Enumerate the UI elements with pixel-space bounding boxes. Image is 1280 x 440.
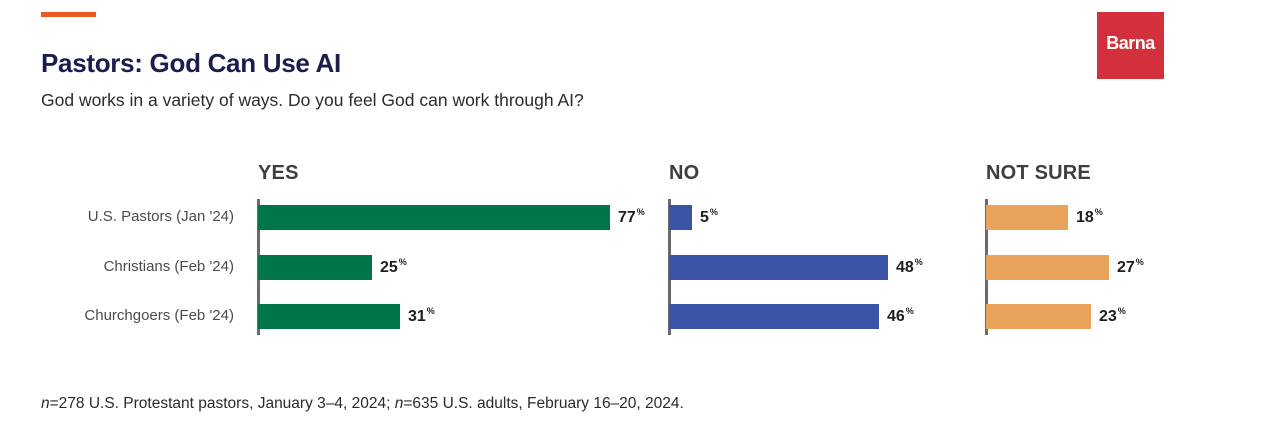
bar-yes-u-s-pastors-jan-24 bbox=[258, 205, 610, 230]
data-label-yes-u-s-pastors-jan-24: 77% bbox=[618, 207, 645, 226]
bar-no-u-s-pastors-jan-24 bbox=[669, 205, 692, 230]
bar-no-churchgoers-feb-24 bbox=[669, 304, 879, 329]
bar-yes-churchgoers-feb-24 bbox=[258, 304, 400, 329]
percent-sign: % bbox=[905, 306, 914, 316]
percent-sign: % bbox=[1117, 306, 1126, 316]
data-label-yes-churchgoers-feb-24: 31% bbox=[408, 306, 435, 325]
percent-sign: % bbox=[398, 257, 407, 267]
percent-sign: % bbox=[426, 306, 435, 316]
data-label-no-churchgoers-feb-24: 46% bbox=[887, 306, 914, 325]
bar-not-sure-christians-feb-24 bbox=[986, 255, 1109, 280]
data-label-not-sure-christians-feb-24: 27% bbox=[1117, 257, 1144, 276]
percent-sign: % bbox=[914, 257, 923, 267]
panel-title-no: NO bbox=[669, 162, 700, 184]
bar-not-sure-u-s-pastors-jan-24 bbox=[986, 205, 1068, 230]
footnote-adults-sample: =635 U.S. adults, February 16–20, 2024. bbox=[403, 395, 684, 412]
footnote-n-symbol: n bbox=[394, 395, 404, 412]
panel-title-yes: YES bbox=[258, 162, 299, 184]
bar-no-christians-feb-24 bbox=[669, 255, 888, 280]
footnote-n-symbol: n bbox=[41, 395, 50, 412]
data-label-yes-christians-feb-24: 25% bbox=[380, 257, 407, 276]
chart-title: Pastors: God Can Use AI bbox=[41, 48, 341, 78]
footnote-pastors-sample: =278 U.S. Protestant pastors, January 3–… bbox=[49, 395, 395, 412]
bar-not-sure-churchgoers-feb-24 bbox=[986, 304, 1091, 329]
percent-sign: % bbox=[709, 207, 718, 217]
percent-sign: % bbox=[1094, 207, 1103, 217]
category-label-u-s-pastors-jan-24: U.S. Pastors (Jan '24) bbox=[87, 208, 234, 225]
data-label-not-sure-u-s-pastors-jan-24: 18% bbox=[1076, 207, 1103, 226]
data-label-no-christians-feb-24: 48% bbox=[896, 257, 923, 276]
chart-subtitle: God works in a variety of ways. Do you f… bbox=[41, 90, 584, 110]
percent-sign: % bbox=[1135, 257, 1144, 267]
bar-yes-christians-feb-24 bbox=[258, 255, 372, 280]
data-label-no-u-s-pastors-jan-24: 5% bbox=[700, 207, 718, 226]
panel-title-not-sure: NOT SURE bbox=[986, 162, 1091, 184]
percent-sign: % bbox=[636, 207, 645, 217]
logo-text: Barna bbox=[1106, 33, 1155, 53]
category-label-churchgoers-feb-24: Churchgoers (Feb '24) bbox=[84, 307, 234, 324]
data-label-not-sure-churchgoers-feb-24: 23% bbox=[1099, 306, 1126, 325]
barna-logo: Barna bbox=[1097, 12, 1164, 79]
footnote: n=278 U.S. Protestant pastors, January 3… bbox=[41, 395, 684, 413]
accent-bar bbox=[41, 12, 96, 17]
category-label-christians-feb-24: Christians (Feb '24) bbox=[103, 258, 234, 275]
